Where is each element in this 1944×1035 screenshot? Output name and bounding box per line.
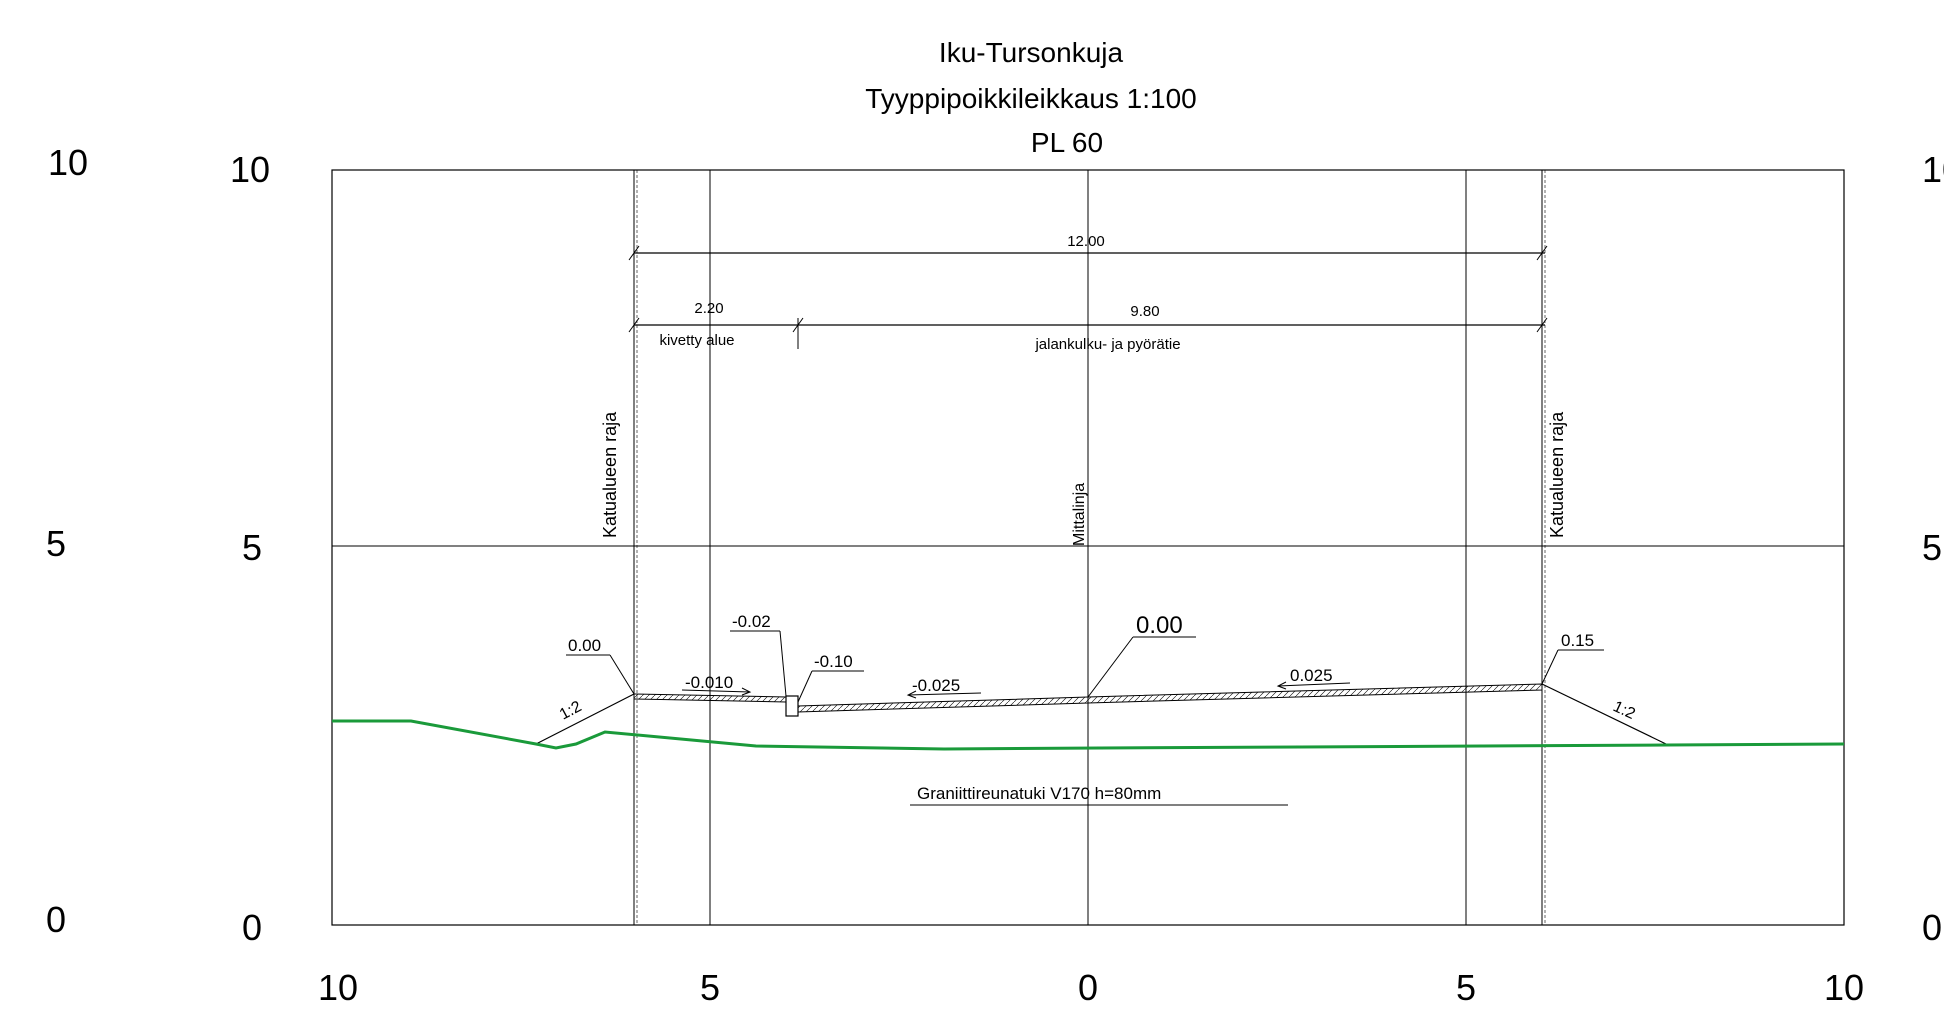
dimension-paved-label: kivetty alue bbox=[659, 332, 734, 349]
y-label-outer-0: 0 bbox=[46, 899, 66, 940]
elevation-left-edge: 0.00 bbox=[566, 636, 635, 695]
x-label-left10: 10 bbox=[318, 967, 358, 1008]
left-boundary-label: Katualueen raja bbox=[600, 411, 620, 538]
svg-text:-0.025: -0.025 bbox=[912, 676, 960, 695]
right-boundary-label: Katualueen raja bbox=[1547, 411, 1567, 538]
title-line3: PL 60 bbox=[1031, 127, 1103, 158]
svg-text:0.025: 0.025 bbox=[1290, 666, 1333, 685]
centerline-label: Mittalinja bbox=[1071, 483, 1088, 546]
left-embankment-line bbox=[535, 693, 635, 745]
slope-paved: -0.010 bbox=[681, 673, 752, 696]
x-label-0: 0 bbox=[1078, 967, 1098, 1008]
slope-path-right: 0.025 bbox=[1276, 666, 1351, 690]
y-label-outer-10: 10 bbox=[48, 142, 88, 183]
y-label-inner-0: 0 bbox=[242, 907, 262, 948]
dimension-split: 2.20 kivetty alue 9.80 jalankulku- ja py… bbox=[628, 300, 1548, 353]
y-label-right-10: 10 bbox=[1922, 149, 1944, 190]
curb-note: Graniittireunatuki V170 h=80mm bbox=[910, 784, 1288, 806]
svg-text:-0.010: -0.010 bbox=[685, 673, 733, 692]
y-label-outer-5: 5 bbox=[46, 523, 66, 564]
y-label-right-0: 0 bbox=[1922, 907, 1942, 948]
y-label-right-5: 5 bbox=[1922, 527, 1942, 568]
y-label-inner-10: 10 bbox=[230, 149, 270, 190]
title-line2: Tyyppipoikkileikkaus 1:100 bbox=[865, 83, 1197, 114]
right-embankment-line bbox=[1541, 683, 1667, 745]
svg-text:0.00: 0.00 bbox=[1136, 612, 1183, 639]
svg-text:-0.02: -0.02 bbox=[732, 612, 771, 631]
svg-text:-0.10: -0.10 bbox=[814, 652, 853, 671]
svg-text:Graniittireunatuki V170 h=80mm: Graniittireunatuki V170 h=80mm bbox=[917, 784, 1161, 803]
x-label-right10: 10 bbox=[1824, 967, 1864, 1008]
dimension-paved-value: 2.20 bbox=[694, 300, 723, 317]
elevation-curb-bottom: -0.10 bbox=[797, 652, 864, 703]
curb-stone bbox=[785, 695, 799, 717]
slope-path-left: -0.025 bbox=[906, 676, 982, 699]
x-label-right5: 5 bbox=[1456, 967, 1476, 1008]
dimension-total: 12.00 bbox=[628, 233, 1548, 272]
ground-line bbox=[332, 719, 1845, 751]
svg-text:0.00: 0.00 bbox=[568, 636, 601, 655]
x-label-left5: 5 bbox=[700, 967, 720, 1008]
dimension-path-label: jalankulku- ja pyörätie bbox=[1034, 336, 1180, 353]
elevation-right-edge: 0.15 bbox=[1541, 631, 1604, 685]
title-line1: Iku-Tursonkuja bbox=[939, 37, 1124, 68]
y-label-inner-5: 5 bbox=[242, 527, 262, 568]
elevation-center: 0.00 bbox=[1087, 612, 1196, 698]
dimension-total-value: 12.00 bbox=[1067, 233, 1105, 250]
left-embankment-slope: 1:2 bbox=[557, 698, 585, 723]
elevation-curb-top: -0.02 bbox=[730, 612, 787, 697]
svg-text:0.15: 0.15 bbox=[1561, 631, 1594, 650]
dimension-path-value: 9.80 bbox=[1130, 303, 1159, 320]
